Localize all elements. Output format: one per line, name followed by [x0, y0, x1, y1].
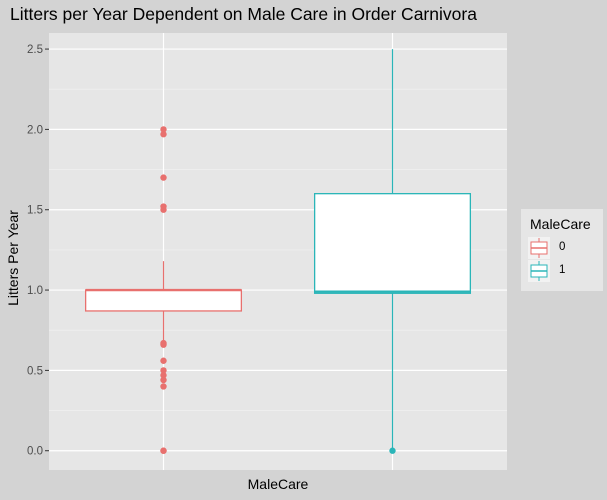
y-tick-label: 2.5	[27, 44, 43, 56]
outlier-point	[160, 376, 167, 384]
legend-swatch-1	[530, 261, 548, 281]
outlier-point	[160, 383, 167, 390]
y-tick-label: 1.5	[27, 205, 43, 217]
legend-key-0	[528, 237, 550, 259]
legend: MaleCare 0 1	[521, 209, 603, 291]
y-axis-ticks: 0.0 0.5 1.0 1.5 2.0 2.5	[27, 44, 49, 458]
box-body	[313, 193, 472, 294]
outlier-point	[160, 126, 167, 133]
legend-label-0: 0	[559, 241, 566, 253]
legend-item-0: 0	[528, 237, 598, 259]
y-tick-label: 1.0	[27, 285, 43, 297]
outlier-point	[160, 372, 167, 379]
outlier-point	[160, 174, 167, 181]
legend-label-1: 1	[559, 264, 566, 276]
chart-title: Litters per Year Dependent on Male Care …	[10, 4, 477, 24]
legend-item-1: 1	[528, 260, 598, 282]
box-series-1	[313, 49, 472, 454]
x-axis-label: MaleCare	[247, 476, 309, 492]
outlier-point	[160, 339, 167, 347]
box-series-0	[84, 126, 243, 454]
outlier-point	[160, 203, 167, 210]
legend-title: MaleCare	[530, 216, 591, 232]
outlier-point	[160, 447, 167, 454]
y-tick-label: 0.5	[27, 365, 43, 377]
box-body	[84, 289, 243, 312]
outlier-point	[160, 367, 167, 374]
y-tick-label: 0.0	[27, 446, 43, 458]
outlier-point	[160, 357, 167, 364]
y-axis-label: Litters Per Year	[5, 210, 21, 306]
legend-key-1	[528, 260, 550, 282]
outlier-point	[389, 447, 396, 454]
boxes	[84, 49, 472, 454]
y-tick-label: 2.0	[27, 124, 43, 136]
legend-swatch-0	[530, 238, 548, 258]
outlier-point	[160, 131, 167, 138]
